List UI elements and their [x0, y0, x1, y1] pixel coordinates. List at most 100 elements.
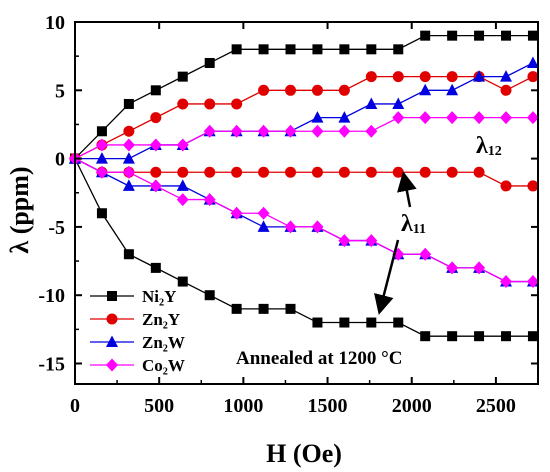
y-tick-label: -10	[38, 285, 65, 307]
data-point	[176, 138, 189, 152]
data-point	[419, 71, 431, 83]
data-point	[285, 84, 297, 96]
data-point	[473, 261, 486, 275]
annealed-annotation: Annealed at 1200 °C	[236, 348, 402, 369]
series-line	[74, 158, 533, 187]
lambda11-symbol: λ	[401, 211, 413, 237]
legend-label: Ni₂Y	[142, 287, 176, 306]
data-point	[500, 111, 513, 125]
data-point	[150, 85, 161, 96]
data-point	[311, 124, 324, 138]
lambda12-label: λ12	[476, 133, 502, 159]
data-point	[526, 275, 539, 289]
data-point	[392, 166, 404, 178]
data-point	[122, 138, 135, 152]
data-point	[231, 166, 243, 178]
data-point	[500, 180, 512, 192]
data-point	[446, 111, 459, 125]
data-point	[230, 124, 243, 138]
series-λ12-0	[70, 30, 538, 164]
x-tick-label: 1500	[308, 395, 348, 417]
lambda12-subscript: 12	[488, 144, 502, 159]
data-point	[204, 98, 216, 110]
data-point	[284, 124, 297, 138]
legend: Ni₂Y Zn₂Y Zn₂W Co₂W	[90, 287, 185, 375]
series-layer	[69, 30, 539, 342]
data-point	[257, 124, 270, 138]
data-point	[95, 152, 108, 164]
data-point	[230, 206, 243, 220]
data-point	[231, 303, 242, 314]
data-point	[392, 111, 405, 125]
data-point	[203, 193, 216, 207]
data-point	[95, 165, 108, 179]
axes: 0 500 1000 1500 2000 2500 10 5 0 -5 -10 -15	[38, 12, 538, 417]
legend-entry: Co₂W	[90, 356, 185, 375]
series-λ11-7	[69, 152, 539, 289]
data-point	[447, 30, 458, 41]
data-point	[311, 220, 324, 234]
data-point	[95, 138, 108, 152]
data-point	[258, 84, 270, 96]
data-point	[123, 125, 135, 137]
data-point	[527, 331, 538, 342]
data-point	[365, 71, 377, 83]
series-line	[74, 158, 533, 283]
data-point	[338, 234, 351, 248]
data-point	[285, 166, 297, 178]
x-tick-label: 1000	[223, 395, 263, 417]
data-point	[311, 166, 323, 178]
data-point	[338, 124, 351, 138]
legend-label: Zn₂Y	[142, 310, 180, 329]
data-point	[366, 44, 377, 55]
data-point	[311, 111, 324, 123]
x-tick-label: 2000	[392, 395, 432, 417]
data-point	[204, 290, 215, 301]
data-point	[419, 111, 432, 125]
data-point	[392, 71, 404, 83]
data-point	[473, 70, 486, 82]
data-point	[393, 44, 404, 55]
data-point	[419, 83, 432, 96]
data-point	[122, 152, 135, 164]
lambda12-symbol: λ	[476, 133, 488, 159]
legend-entry: Zn₂W	[90, 333, 185, 352]
data-point	[526, 56, 539, 68]
data-point	[420, 331, 431, 342]
series-line	[74, 158, 533, 283]
data-point	[150, 166, 162, 178]
plot-frame	[74, 21, 539, 385]
data-point	[339, 317, 350, 328]
data-point	[96, 208, 107, 219]
legend-marker	[106, 358, 118, 372]
data-point	[365, 124, 378, 138]
legend-marker	[106, 335, 118, 347]
data-point	[447, 331, 458, 342]
data-point	[365, 166, 377, 178]
lambda11-subscript: 11	[413, 222, 426, 237]
x-tick-label: 500	[144, 395, 174, 417]
data-point	[419, 247, 432, 261]
data-point	[123, 249, 134, 260]
x-tick-label: 2500	[476, 395, 516, 417]
data-point	[312, 317, 323, 328]
series-λ12-4	[69, 56, 539, 164]
data-point	[177, 166, 189, 178]
data-point	[203, 124, 216, 138]
data-point	[392, 97, 405, 109]
data-point	[258, 166, 270, 178]
data-point	[122, 179, 135, 191]
data-point	[149, 138, 162, 152]
y-axis-title: λ (ppm)	[5, 166, 34, 253]
data-point	[285, 303, 296, 314]
data-point	[526, 111, 539, 125]
data-point	[177, 98, 189, 110]
data-point	[176, 179, 189, 191]
data-point	[473, 166, 485, 178]
data-point	[527, 30, 538, 41]
series-λ12-6	[69, 111, 539, 166]
data-point	[446, 166, 458, 178]
data-point	[231, 44, 242, 55]
data-point	[527, 71, 539, 83]
